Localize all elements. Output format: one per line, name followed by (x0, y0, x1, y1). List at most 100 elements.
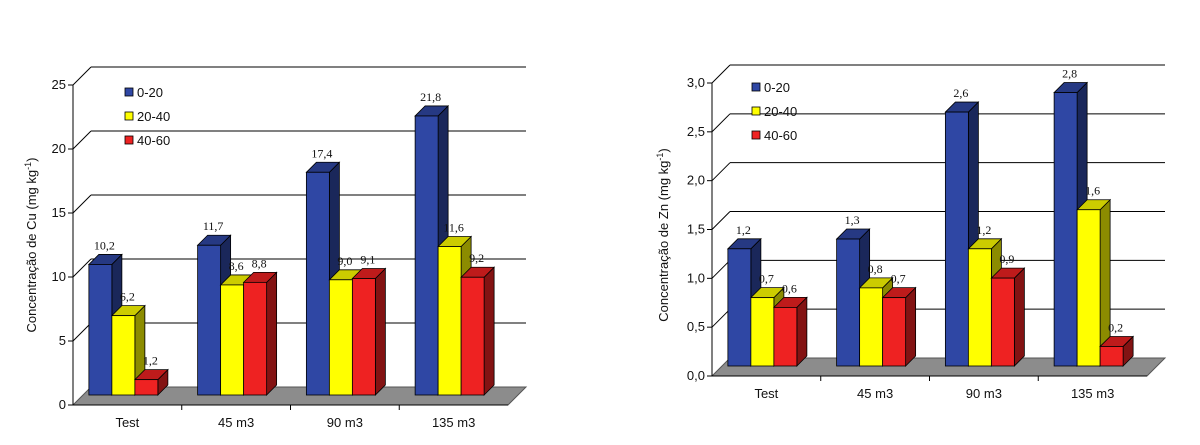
data-label: 8,8 (252, 256, 267, 270)
data-label: 2,6 (953, 86, 968, 100)
gridline-diag (711, 211, 731, 230)
bar-front (220, 284, 245, 396)
bar-0-20-90m3 (944, 101, 980, 367)
bar-front (1099, 346, 1124, 367)
gridline-diag (711, 113, 731, 133)
y-tick-label: 1,0 (687, 270, 705, 285)
bar-front (88, 264, 113, 396)
bar-front (836, 238, 861, 367)
x-tick-label: 135 m3 (1071, 386, 1114, 401)
data-label: 21,8 (420, 90, 441, 104)
legend: 0-20 20-40 40-60 (124, 85, 170, 148)
gridline-diag (711, 259, 731, 279)
bar-40-60-135m3 (1099, 335, 1135, 367)
data-label: 1,2 (976, 223, 991, 237)
bar-front (437, 246, 462, 396)
x-tick-label: 90 m3 (327, 415, 363, 430)
legend-label-0-20: 0-20 (137, 85, 163, 100)
chart-1: 0 5 10 15 20 25 Concentração de Cu (mg kg-1) Te… (23, 66, 528, 430)
legend-swatch-0-20 (751, 82, 761, 92)
data-label: 9,2 (469, 251, 484, 265)
bar-20-40-135m3 (1076, 198, 1112, 367)
y-tick-label: 5 (59, 333, 66, 348)
x-tick-label: 135 m3 (432, 415, 475, 430)
gridline-diag (72, 130, 92, 150)
bar-front (414, 115, 439, 396)
bar-side (796, 296, 808, 367)
y-tick-label: 3,0 (687, 75, 705, 90)
bar-front (197, 244, 222, 396)
y-axis-title: Concentração de Zn (mg kg-1) (655, 148, 671, 322)
bar-front (1076, 209, 1101, 367)
bar-front (111, 315, 136, 396)
bar-40-60-Test (133, 368, 169, 396)
bar-front (944, 111, 969, 367)
bar-40-60-135m3 (460, 266, 496, 396)
data-label: 9,1 (360, 253, 375, 267)
data-label: 1,2 (736, 223, 751, 237)
data-label: 9,0 (337, 254, 352, 268)
legend-swatch-20-40 (751, 106, 761, 116)
y-tick-label: 2,0 (687, 173, 705, 188)
bar-side (374, 267, 386, 396)
bar-40-60-90m3 (351, 267, 387, 396)
bar-40-60-45m3 (881, 286, 917, 367)
bar-40-60-Test (772, 296, 808, 367)
y-tick-label: 25 (52, 77, 66, 92)
gridline-diag (72, 194, 92, 214)
bar-front (773, 306, 798, 367)
x-tick-label: 45 m3 (857, 386, 893, 401)
gridline-diag (711, 308, 731, 328)
data-label: 11,7 (203, 219, 224, 233)
bar-side (1013, 267, 1025, 367)
bar-40-60-90m3 (990, 267, 1026, 367)
data-label: 11,6 (443, 221, 464, 235)
y-tick-label: 0,5 (687, 319, 705, 334)
bar-front (990, 277, 1015, 367)
bar-front (882, 297, 907, 367)
bar-side (905, 286, 917, 367)
data-label: 17,4 (311, 146, 332, 160)
bar-side (266, 271, 278, 396)
bar-front (305, 171, 330, 396)
data-label: 1,3 (845, 213, 860, 227)
chart-2: 0,0 0,5 1,0 1,5 2,0 2,5 3,0 Concentração de Zn … (655, 64, 1167, 401)
gridline-diag (711, 162, 731, 182)
legend-label-0-20: 0-20 (764, 80, 790, 95)
legend-label-20-40: 20-40 (137, 109, 170, 124)
data-label: 10,2 (94, 238, 115, 252)
bar-40-60-45m3 (242, 271, 278, 396)
y-tick-label: 0 (59, 397, 66, 412)
bar-front (967, 248, 992, 367)
gridline-diag (72, 66, 92, 86)
y-axis-title: Concentração de Cu (mg kg-1) (23, 158, 39, 333)
bar-front (134, 379, 159, 396)
data-label: 0,7 (759, 272, 774, 286)
data-label: 1,6 (1085, 184, 1100, 198)
gridline-diag (72, 322, 92, 342)
legend-swatch-20-40 (124, 111, 134, 121)
legend-swatch-40-60 (124, 135, 134, 145)
legend-swatch-0-20 (124, 87, 134, 97)
legend-label-40-60: 40-60 (137, 133, 170, 148)
data-label: 6,2 (120, 290, 135, 304)
bar-front (727, 248, 752, 367)
bar-side (483, 266, 495, 396)
bar-front (1053, 92, 1078, 367)
y-tick-label: 2,5 (687, 124, 705, 139)
bar-front (750, 297, 775, 367)
gridline-diag (711, 64, 731, 84)
bar-front (460, 276, 485, 396)
legend: 0-20 20-40 40-60 (751, 80, 797, 143)
x-tick-label: 90 m3 (966, 386, 1002, 401)
y-tick-label: 20 (52, 141, 66, 156)
data-label: 0,8 (868, 262, 883, 276)
legend-label-20-40: 20-40 (764, 104, 797, 119)
bar-front (328, 279, 353, 396)
y-tick-label: 0,0 (687, 368, 705, 383)
bar-front (859, 287, 884, 367)
data-label: 0,6 (782, 281, 797, 295)
y-tick-label: 1,5 (687, 222, 705, 237)
x-tick-label: 45 m3 (218, 415, 254, 430)
legend-swatch-40-60 (751, 130, 761, 140)
